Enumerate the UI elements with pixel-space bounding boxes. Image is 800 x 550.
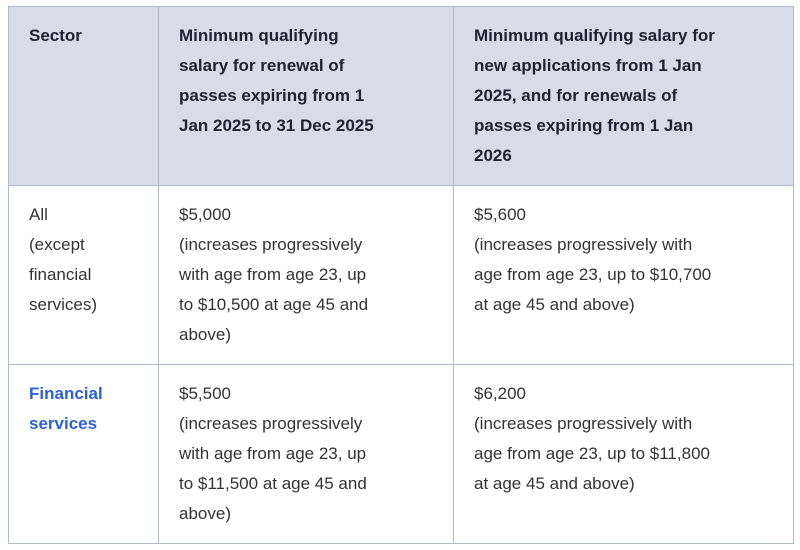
cell-renewal-salary-financial-services: $5,500 (increases progressively with age… xyxy=(158,364,454,544)
table-row-financial-services: Financial services $5,500 (increases pro… xyxy=(8,364,794,544)
cell-new-application-salary-all: $5,600 (increases progressively with age… xyxy=(453,185,794,365)
header-cell-sector: Sector xyxy=(8,6,159,186)
header-cell-renewal-salary: Minimum qualifying salary for renewal of… xyxy=(158,6,454,186)
financial-services-link[interactable]: Financial services xyxy=(29,384,103,433)
header-cell-new-application-salary: Minimum qualifying salary for new applic… xyxy=(453,6,794,186)
qualifying-salary-table: Sector Minimum qualifying salary for ren… xyxy=(8,6,794,544)
cell-renewal-salary-all: $5,000 (increases progressively with age… xyxy=(158,185,454,365)
cell-new-application-salary-financial-services: $6,200 (increases progressively with age… xyxy=(453,364,794,544)
table-row-all-sectors: All (except financial services) $5,000 (… xyxy=(8,185,794,365)
cell-sector-financial-services: Financial services xyxy=(8,364,159,544)
cell-sector-all: All (except financial services) xyxy=(8,185,159,365)
table-header-row: Sector Minimum qualifying salary for ren… xyxy=(8,6,794,186)
